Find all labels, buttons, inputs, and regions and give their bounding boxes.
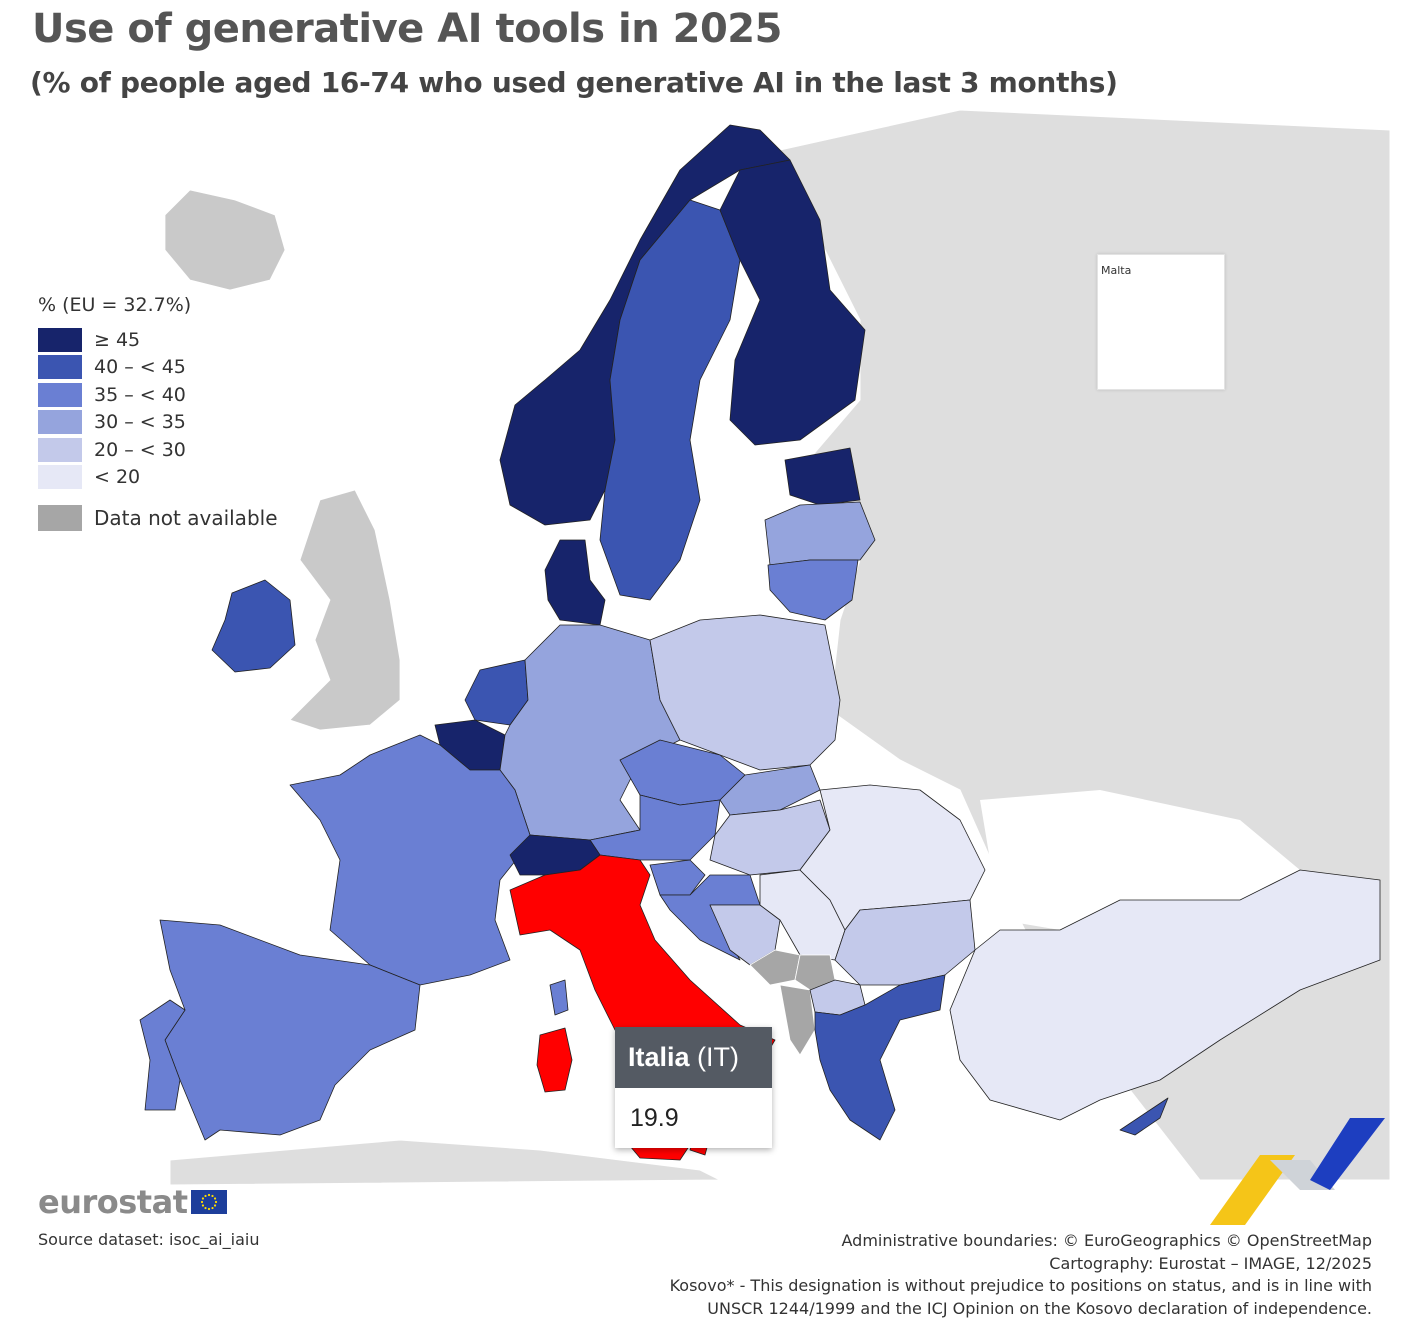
eu-star <box>202 1197 205 1200</box>
eu-star <box>214 1204 217 1207</box>
legend-swatch <box>38 382 82 407</box>
legend-swatch <box>38 327 82 352</box>
legend-row: 30 – < 35 <box>38 409 278 437</box>
region-Sweden <box>599 199 741 601</box>
eu-star <box>201 1200 204 1204</box>
region-France <box>289 734 531 986</box>
eu-flag-icon <box>191 1190 228 1214</box>
legend-swatch-not-available <box>38 505 82 531</box>
legend-swatch <box>38 465 82 490</box>
region-Finland <box>719 159 866 446</box>
region-Poland <box>649 614 841 771</box>
legend-title: % (EU = 32.7%) <box>38 294 192 316</box>
eu-star <box>204 1206 208 1210</box>
legend-row: 20 – < 30 <box>38 436 278 464</box>
region-Sardinia <box>536 1027 573 1093</box>
legend-label: 20 – < 30 <box>94 438 186 461</box>
region-Corsica <box>549 979 569 1016</box>
credit-line: Kosovo* - This designation is without pr… <box>669 1276 1372 1295</box>
legend-row: < 20 <box>38 464 278 492</box>
legend-label: < 20 <box>94 466 141 489</box>
region-Turkiye <box>949 869 1381 1121</box>
credit-line: Cartography: Eurostat – IMAGE, 12/2025 <box>1049 1253 1372 1273</box>
tooltip-header: Italia (IT) <box>615 1027 772 1088</box>
eu-star <box>204 1194 208 1198</box>
brand-name: eurostat <box>38 1183 188 1221</box>
map-subtitle: (% of people aged 16-74 who used generat… <box>30 66 1118 99</box>
legend-label: 30 – < 35 <box>94 411 186 434</box>
country-tooltip: Italia (IT) 19.9 <box>615 1027 772 1148</box>
legend-not-available: Data not available <box>38 505 278 531</box>
malta-inset: Malta <box>1097 254 1225 390</box>
eu-star <box>208 1193 211 1197</box>
eu-star <box>214 1197 217 1200</box>
region-Iceland <box>164 189 286 291</box>
eurostat-ribbon-logo <box>1210 1118 1385 1225</box>
eu-star <box>211 1206 215 1210</box>
region-Slovenia <box>649 859 706 896</box>
legend-row: 35 – < 40 <box>38 381 278 409</box>
region-Cyprus <box>1119 1097 1169 1136</box>
eu-star <box>208 1207 211 1211</box>
region-Albania <box>779 984 816 1056</box>
region-United-Kingdom <box>289 489 401 731</box>
eu-star <box>215 1200 218 1204</box>
map-title: Use of generative AI tools in 2025 <box>32 6 782 52</box>
eu-star <box>202 1204 205 1207</box>
region-Portugal <box>139 999 186 1111</box>
eurostat-logo: eurostat <box>38 1183 228 1221</box>
malta-inset-title: Malta <box>1101 264 1132 277</box>
legend-label-not-available: Data not available <box>94 506 278 530</box>
region-Lithuania <box>767 559 859 621</box>
legend-swatch <box>38 437 82 462</box>
legend: % (EU = 32.7%) ≥ 45 40 – < 45 35 – < 40 30 … <box>38 294 278 531</box>
tooltip-value: 19.9 <box>630 1104 679 1132</box>
legend-label: 40 – < 45 <box>94 356 186 379</box>
tooltip-country-name: Italia <box>628 1042 690 1072</box>
region-black-sea <box>980 790 1300 930</box>
source-dataset: Source dataset: isoc_ai_iaiu <box>38 1230 260 1249</box>
region-Greece <box>814 974 946 1141</box>
legend-classes: ≥ 45 40 – < 45 35 – < 40 30 – < 35 20 – < 30… <box>38 326 278 491</box>
legend-swatch <box>38 410 82 435</box>
eu-star <box>211 1194 215 1198</box>
region-Estonia <box>784 447 861 506</box>
region-Latvia <box>764 501 876 566</box>
legend-label: 35 – < 40 <box>94 383 186 406</box>
credit-line: UNSCR 1244/1999 and the ICJ Opinion on t… <box>707 1298 1372 1318</box>
credits: Administrative boundaries: © EuroGeograp… <box>670 1230 1372 1320</box>
legend-label: ≥ 45 <box>94 328 141 351</box>
region-Denmark <box>544 539 606 626</box>
eu-stars-icon <box>201 1193 218 1211</box>
region-north-africa <box>169 1139 721 1186</box>
region-Ireland <box>211 579 296 673</box>
legend-swatch <box>38 355 82 380</box>
tooltip-country-code: (IT) <box>697 1042 740 1072</box>
legend-row: ≥ 45 <box>38 326 278 354</box>
region-Bulgaria <box>834 899 976 986</box>
credit-line: Administrative boundaries: © EuroGeograp… <box>841 1231 1373 1250</box>
legend-row: 40 – < 45 <box>38 354 278 382</box>
